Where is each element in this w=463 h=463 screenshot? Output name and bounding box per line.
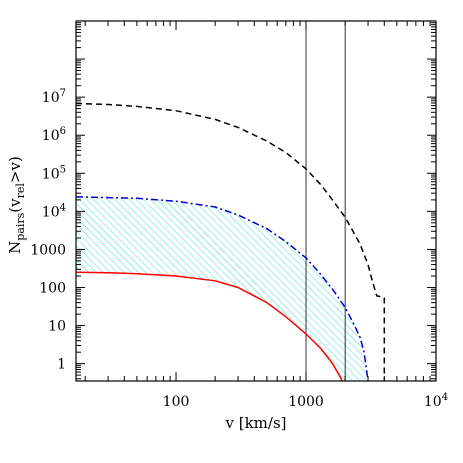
y-tick-label-exponent: 7 (60, 88, 66, 99)
axes: 100 1000 104 1 10 100 1000 104 105 106 107 (30, 20, 448, 410)
y-tick-label: 1000 (30, 242, 66, 258)
x-tick-label: 1000 (288, 394, 324, 410)
y-tick-label: 105 (42, 164, 66, 182)
series-line-dashdot (76, 196, 369, 381)
y-tick-label: 106 (42, 126, 66, 144)
y-tick-label: 10 (48, 319, 66, 335)
y-axis-label: Npairs(vrel>v) (6, 156, 27, 254)
y-label-sub-rel: rel (14, 183, 27, 199)
x-tick-label: 104 (424, 392, 448, 410)
y-tick-label: 1 (57, 357, 66, 373)
y-label-mid: (v (6, 198, 24, 213)
y-tick-label-exponent: 5 (60, 164, 66, 175)
series-line-dashed (76, 102, 386, 381)
y-tick-label: 107 (42, 88, 66, 106)
x-tick-label-exponent: 4 (442, 392, 448, 403)
series-line-solid (76, 271, 343, 381)
y-tick-label: 100 (39, 280, 66, 296)
x-tick-label: 100 (163, 394, 190, 410)
y-tick-label-exponent: 6 (60, 126, 66, 137)
y-tick-label-exponent: 4 (60, 202, 66, 213)
x-axis-label: v [km/s] (224, 414, 286, 432)
shaded-region (76, 196, 368, 381)
y-label-end: >v) (6, 156, 24, 183)
y-label-sub-pairs: pairs (14, 212, 27, 240)
plot-frame (75, 20, 437, 382)
plot-area (76, 21, 386, 381)
y-tick-label: 104 (42, 202, 66, 220)
